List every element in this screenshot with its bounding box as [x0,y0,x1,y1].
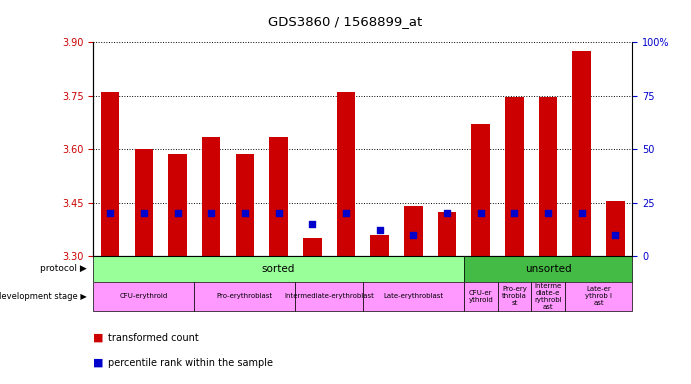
Bar [498,282,531,311]
Point [442,210,453,216]
Bar [370,235,389,256]
Bar [539,98,558,256]
Bar [363,282,464,311]
Bar [194,282,296,311]
Point [206,210,217,216]
Bar [337,92,355,256]
Bar [101,92,120,256]
Point [172,210,183,216]
Bar [531,282,565,311]
Text: sorted: sorted [262,264,295,274]
Bar [464,256,632,282]
Text: development stage ▶: development stage ▶ [0,292,86,301]
Bar [565,282,632,311]
Bar [471,124,490,256]
Text: ■: ■ [93,358,107,368]
Point [374,227,385,233]
Bar [505,98,524,256]
Point [307,221,318,227]
Point [475,210,486,216]
Text: CFU-er
ythroid: CFU-er ythroid [468,290,493,303]
Bar [93,282,194,311]
Bar [606,201,625,256]
Text: protocol ▶: protocol ▶ [39,265,86,273]
Point [341,210,352,216]
Bar [93,256,464,282]
Point [104,210,115,216]
Bar [269,137,288,256]
Point [273,210,284,216]
Bar [572,51,591,256]
Bar [168,154,187,256]
Bar [135,149,153,256]
Text: Interme
diate-e
rythrobl
ast: Interme diate-e rythrobl ast [534,283,562,310]
Bar [296,282,363,311]
Text: transformed count: transformed count [108,333,199,343]
Text: CFU-erythroid: CFU-erythroid [120,293,168,300]
Text: Late-erythroblast: Late-erythroblast [384,293,444,300]
Point [610,232,621,238]
Text: GDS3860 / 1568899_at: GDS3860 / 1568899_at [268,15,423,28]
Point [138,210,149,216]
Text: Pro-ery
throbla
st: Pro-ery throbla st [502,286,527,306]
Bar [437,212,456,256]
Text: ■: ■ [93,333,107,343]
Bar [303,238,321,256]
Bar [464,282,498,311]
Text: percentile rank within the sample: percentile rank within the sample [108,358,274,368]
Point [509,210,520,216]
Text: Late-er
ythrob l
ast: Late-er ythrob l ast [585,286,612,306]
Bar [202,137,220,256]
Text: unsorted: unsorted [524,264,571,274]
Bar [236,154,254,256]
Text: Pro-erythroblast: Pro-erythroblast [217,293,273,300]
Point [542,210,553,216]
Point [239,210,250,216]
Point [408,232,419,238]
Bar [404,206,423,256]
Text: Intermediate-erythroblast: Intermediate-erythroblast [284,293,374,300]
Point [576,210,587,216]
